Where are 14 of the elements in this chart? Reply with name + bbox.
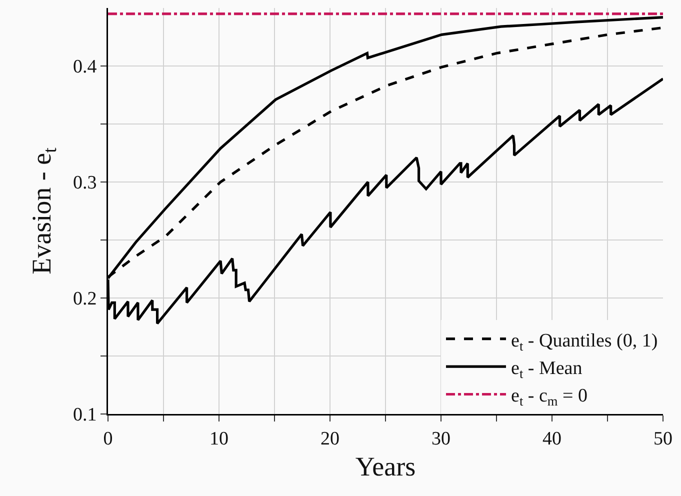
legend-label: e$_{t}$ - Quantiles (0, 1) bbox=[511, 330, 658, 354]
x-axis-title: Years bbox=[355, 451, 416, 482]
x-tick-label: 30 bbox=[432, 428, 450, 450]
x-tick-label: 10 bbox=[210, 428, 228, 450]
x-tick-label: 0 bbox=[103, 428, 113, 450]
y-tick-label: 0.1 bbox=[72, 404, 97, 426]
y-tick-label: 0.3 bbox=[72, 172, 97, 194]
x-tick-label: 40 bbox=[542, 428, 562, 450]
legend-label: e$_{t}$ - c$_{m}$ = 0 bbox=[511, 386, 588, 409]
x-tick-label: 20 bbox=[320, 428, 340, 450]
y-tick-label: 0.4 bbox=[72, 56, 98, 78]
x-tick-label: 50 bbox=[654, 428, 672, 450]
y-tick-label: 0.2 bbox=[72, 288, 97, 310]
legend-label: e$_{t}$ - Mean bbox=[511, 358, 583, 381]
